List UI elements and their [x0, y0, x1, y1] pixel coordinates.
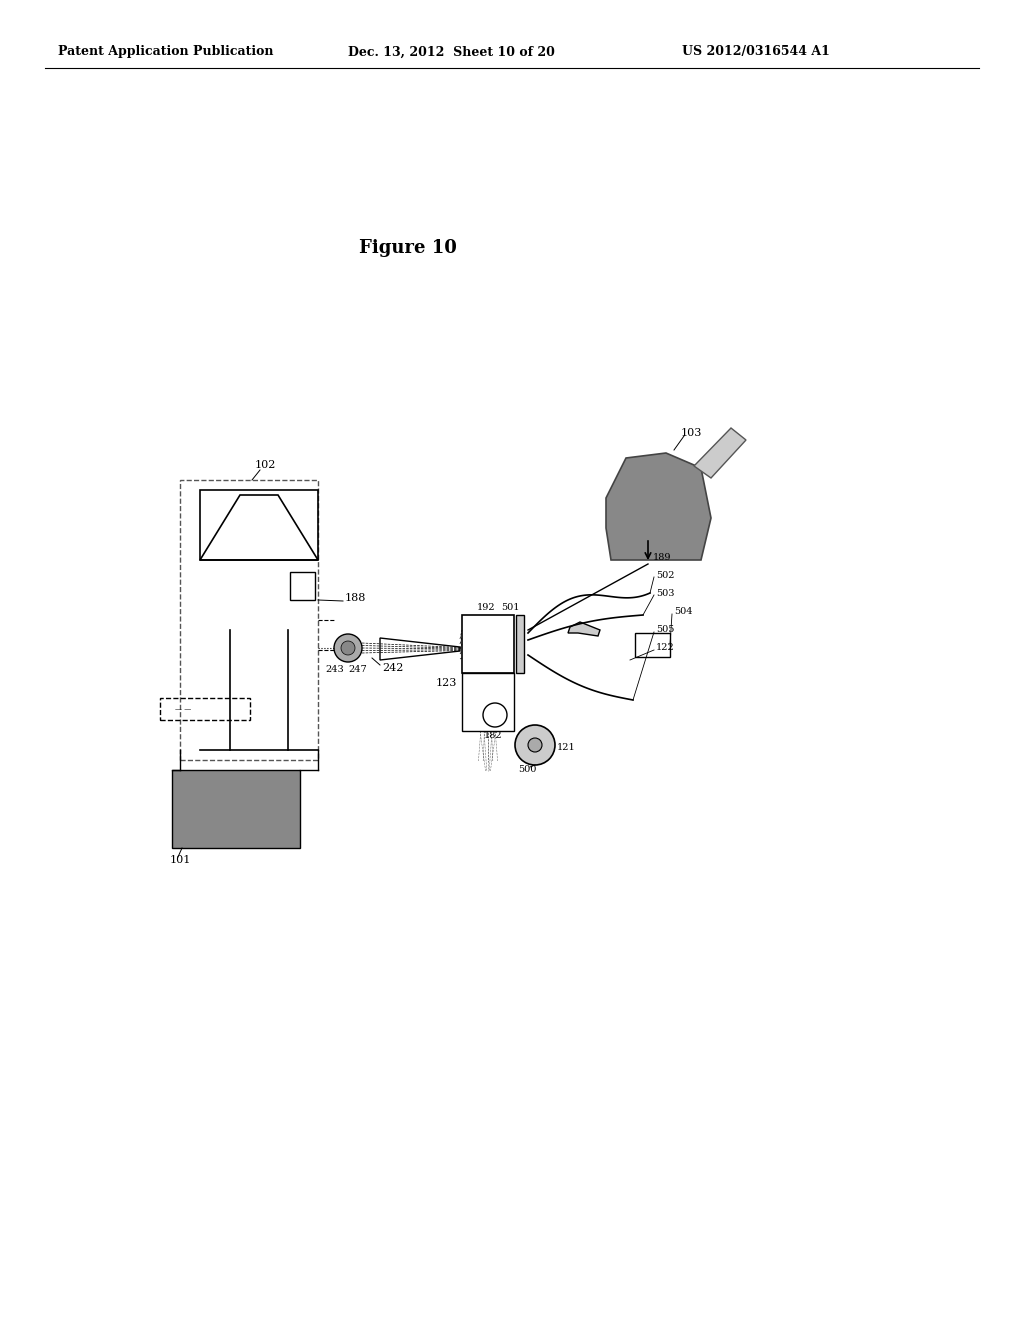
Text: 121: 121	[557, 743, 575, 752]
Circle shape	[341, 642, 355, 655]
Text: 188: 188	[345, 593, 367, 603]
Circle shape	[334, 634, 362, 663]
Text: 505: 505	[656, 626, 675, 635]
Bar	[635, 634, 670, 657]
Circle shape	[515, 725, 555, 766]
Text: 502: 502	[656, 570, 675, 579]
Text: Dec. 13, 2012  Sheet 10 of 20: Dec. 13, 2012 Sheet 10 of 20	[348, 45, 555, 58]
Bar	[462, 673, 514, 731]
Polygon shape	[606, 453, 711, 560]
Text: 101: 101	[170, 855, 191, 865]
Text: 500: 500	[518, 766, 537, 775]
Text: Patent Application Publication: Patent Application Publication	[58, 45, 273, 58]
Text: 192: 192	[477, 603, 496, 612]
Polygon shape	[694, 428, 746, 478]
Text: 243: 243	[326, 665, 344, 675]
Bar	[200, 490, 318, 560]
Text: US 2012/0316544 A1: US 2012/0316544 A1	[682, 45, 829, 58]
Circle shape	[528, 738, 542, 752]
Bar	[160, 698, 250, 719]
Text: 102: 102	[254, 459, 275, 470]
Text: Figure 10: Figure 10	[359, 239, 457, 257]
Bar	[172, 770, 300, 847]
Text: 123: 123	[435, 678, 457, 688]
Text: 189: 189	[653, 553, 672, 562]
Text: 122: 122	[656, 644, 675, 652]
Bar	[180, 480, 318, 760]
Polygon shape	[568, 622, 600, 636]
Text: 501: 501	[501, 603, 519, 612]
Text: 247: 247	[348, 665, 368, 675]
Text: — —: — —	[175, 705, 191, 713]
Bar	[462, 615, 514, 673]
Text: 242: 242	[382, 663, 403, 673]
Text: 504: 504	[674, 607, 692, 616]
Text: 503: 503	[656, 589, 675, 598]
Text: 182: 182	[483, 730, 503, 739]
Bar	[290, 572, 315, 601]
Text: 103: 103	[681, 428, 702, 438]
Bar	[516, 615, 524, 673]
